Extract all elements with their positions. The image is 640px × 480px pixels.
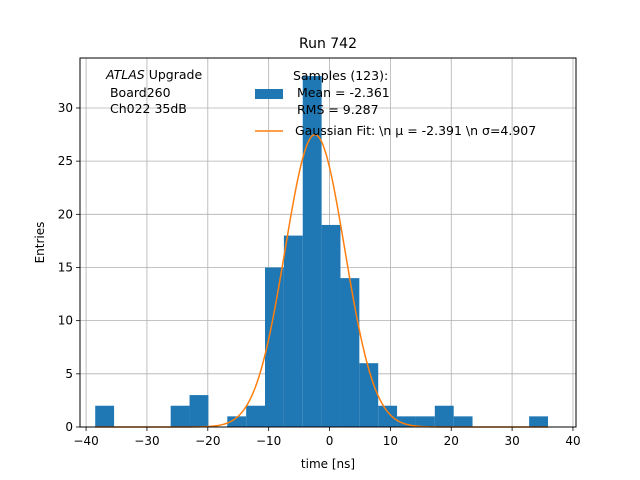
y-tick-label: 25 bbox=[58, 154, 73, 168]
y-axis-label: Entries bbox=[33, 222, 47, 264]
y-tick-label: 30 bbox=[58, 101, 73, 115]
plot-title: Run 742 bbox=[299, 36, 357, 52]
legend: Samples (123): Mean = -2.361 RMS = 9.287… bbox=[255, 68, 536, 138]
histogram-bar bbox=[227, 416, 247, 427]
legend-histogram-line-2: Mean = -2.361 bbox=[293, 85, 390, 100]
plot-frame bbox=[79, 57, 577, 428]
x-tick-label: −10 bbox=[256, 434, 281, 448]
x-tick-label: 20 bbox=[444, 434, 459, 448]
x-tick-label: −40 bbox=[73, 434, 98, 448]
y-tick-label: 5 bbox=[65, 367, 73, 381]
x-tick-label: −30 bbox=[134, 434, 159, 448]
histogram-bar bbox=[453, 416, 473, 427]
legend-histogram-swatch bbox=[255, 89, 283, 99]
x-axis-ticks: −40 −30 −20 −10 0 10 20 30 40 bbox=[73, 427, 581, 448]
histogram-bar bbox=[189, 395, 209, 427]
histogram-bars bbox=[95, 76, 549, 427]
histogram-bar bbox=[378, 405, 398, 427]
histogram-bar bbox=[283, 235, 303, 427]
y-axis-ticks: 0 5 10 15 20 25 30 bbox=[58, 101, 80, 434]
x-tick-label: 10 bbox=[383, 434, 398, 448]
histogram-bar bbox=[434, 405, 454, 427]
y-tick-label: 15 bbox=[58, 260, 73, 274]
y-tick-label: 0 bbox=[65, 420, 73, 434]
x-tick-label: 0 bbox=[326, 434, 334, 448]
y-tick-label: 20 bbox=[58, 207, 73, 221]
histogram-bar bbox=[246, 405, 266, 427]
annotation-line-3: Ch022 35dB bbox=[106, 101, 187, 116]
x-axis-label: time [ns] bbox=[301, 457, 355, 471]
histogram-bar bbox=[340, 278, 360, 427]
histogram-bar bbox=[529, 416, 549, 427]
upgrade-label: Upgrade bbox=[145, 67, 203, 82]
y-tick-label: 10 bbox=[58, 314, 73, 328]
atlas-annotation: ATLAS Upgrade Board260 Ch022 35dB bbox=[105, 67, 202, 116]
histogram-bar bbox=[359, 363, 379, 427]
histogram-bar bbox=[265, 267, 284, 427]
histogram-bar bbox=[95, 405, 115, 427]
histogram-bar bbox=[321, 224, 341, 427]
legend-histogram-line-3: RMS = 9.287 bbox=[293, 102, 379, 117]
x-tick-label: 40 bbox=[565, 434, 580, 448]
legend-histogram-line-1: Samples (123): bbox=[293, 68, 388, 83]
x-tick-label: −20 bbox=[195, 434, 220, 448]
histogram-bar bbox=[170, 405, 190, 427]
histogram-bar bbox=[415, 416, 435, 427]
histogram-bar bbox=[302, 76, 322, 427]
histogram-bar bbox=[397, 416, 416, 427]
x-tick-label: 30 bbox=[504, 434, 519, 448]
annotation-line-1: ATLAS Upgrade bbox=[105, 67, 202, 82]
annotation-line-2: Board260 bbox=[106, 85, 171, 100]
atlas-label: ATLAS bbox=[105, 67, 145, 82]
legend-fit-label: Gaussian Fit: \n μ = -2.391 \n σ=4.907 bbox=[295, 123, 536, 138]
